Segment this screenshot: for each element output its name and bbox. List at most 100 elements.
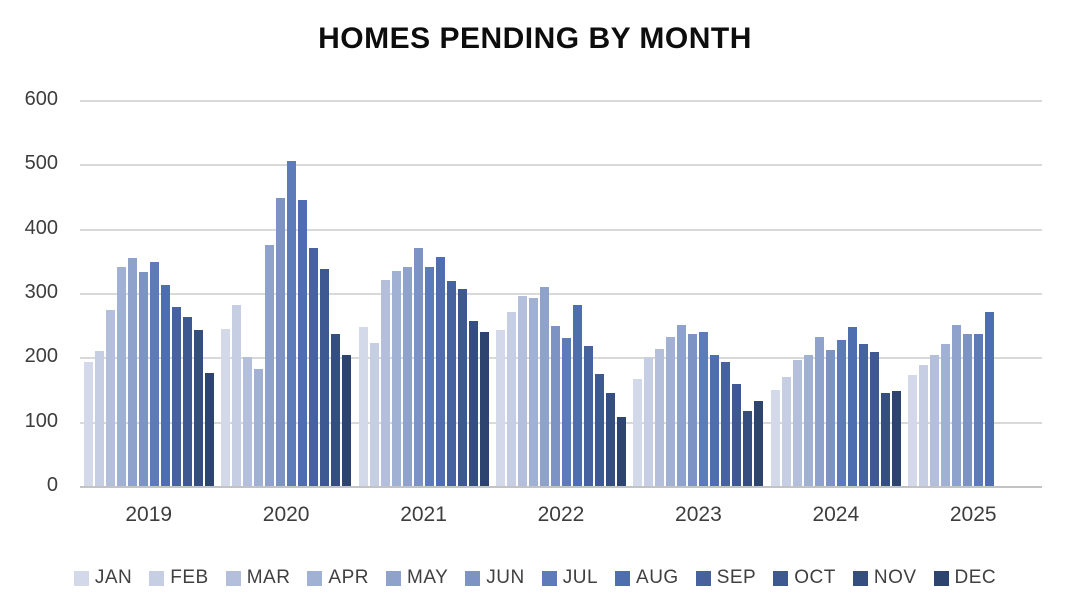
legend-item-aug: AUG xyxy=(615,567,679,589)
bars-2022 xyxy=(495,100,626,486)
legend-label-sep: SEP xyxy=(716,567,757,588)
year-group-2023 xyxy=(630,101,767,487)
bar-2019-dec xyxy=(204,372,214,486)
bar-2023-may xyxy=(677,325,687,486)
legend-swatch-mar xyxy=(225,570,241,586)
bar-2023-jan xyxy=(633,378,643,486)
legend-swatch-apr xyxy=(307,570,323,586)
bar-2021-sep xyxy=(446,280,456,486)
bar-2022-jan xyxy=(495,329,505,486)
bar-2025-feb xyxy=(919,365,929,486)
bar-2022-may xyxy=(539,287,549,486)
legend-swatch-jun xyxy=(465,570,481,586)
bar-2024-jul xyxy=(836,339,846,486)
bar-2024-feb xyxy=(781,377,791,486)
x-tick-label-2019: 2019 xyxy=(125,503,173,526)
bar-2023-oct xyxy=(732,383,742,486)
bar-2021-jan xyxy=(358,327,368,486)
legend-item-jul: JUL xyxy=(541,567,599,589)
x-tick-label-2025: 2025 xyxy=(949,503,997,526)
bar-2024-mar xyxy=(792,359,802,486)
bar-2023-jul xyxy=(699,332,709,486)
bar-2020-jul xyxy=(287,161,297,486)
legend-item-oct: OCT xyxy=(773,567,836,589)
bar-2022-mar xyxy=(517,295,527,486)
year-group-2021 xyxy=(355,101,492,487)
legend-swatch-nov xyxy=(852,570,868,586)
bar-2021-nov xyxy=(468,320,478,486)
bar-2020-jan xyxy=(221,329,231,486)
bar-2023-nov xyxy=(743,411,753,486)
bar-2022-oct xyxy=(594,374,604,486)
y-tick-label-400: 400 xyxy=(24,216,58,239)
bar-2023-dec xyxy=(754,401,764,486)
bar-2022-apr xyxy=(528,297,538,486)
bar-2021-feb xyxy=(369,342,379,486)
bar-2021-oct xyxy=(457,288,467,486)
bar-2025-may xyxy=(952,324,962,486)
gridline-100 xyxy=(80,421,1042,424)
bar-2024-nov xyxy=(880,392,890,486)
bar-2021-may xyxy=(402,266,412,486)
bar-2022-sep xyxy=(583,346,593,486)
y-tick-label-500: 500 xyxy=(24,152,58,175)
bar-2020-jun xyxy=(276,198,286,486)
legend-label-aug: AUG xyxy=(636,567,679,588)
y-tick-label-200: 200 xyxy=(24,345,58,368)
plot-area xyxy=(80,100,1042,488)
bar-2025-apr xyxy=(941,343,951,486)
legend-item-jun: JUN xyxy=(465,567,524,589)
legend: JAN FEB MAR APR MAY JUN JUL AUG SEP OCT NOV DEC xyxy=(0,563,1070,593)
bar-2019-jun xyxy=(138,272,148,486)
bar-2023-sep xyxy=(721,362,731,486)
bar-2021-aug xyxy=(435,256,445,486)
x-axis-labels: 2019 2020 2021 2022 2023 2024 2025 xyxy=(80,503,1042,527)
bar-2023-apr xyxy=(666,337,676,486)
legend-item-mar: MAR xyxy=(225,567,291,589)
year-group-2022 xyxy=(492,101,629,487)
bar-2020-may xyxy=(265,245,275,486)
bar-2025-mar xyxy=(930,355,940,486)
legend-label-dec: DEC xyxy=(954,567,997,588)
bar-2019-jan xyxy=(83,361,93,486)
bar-2024-jun xyxy=(825,350,835,486)
bar-2025-jan xyxy=(908,375,918,486)
x-tick-label-2021: 2021 xyxy=(400,503,447,526)
bar-2024-oct xyxy=(869,352,879,486)
bar-2019-nov xyxy=(193,329,203,486)
year-group-2019 xyxy=(80,101,217,487)
bar-2020-mar xyxy=(243,357,253,486)
legend-label-nov: NOV xyxy=(873,567,917,588)
bar-2020-sep xyxy=(309,247,319,486)
bar-2022-dec xyxy=(616,417,626,486)
bar-2020-apr xyxy=(254,368,264,486)
legend-label-jan: JAN xyxy=(94,567,133,588)
bar-2024-dec xyxy=(891,391,901,486)
bar-2024-sep xyxy=(858,343,868,486)
bar-2020-aug xyxy=(298,200,308,486)
bar-2019-aug xyxy=(160,284,170,486)
legend-swatch-jan xyxy=(73,570,89,586)
legend-label-apr: APR xyxy=(328,567,369,588)
bar-2023-feb xyxy=(644,356,654,486)
legend-swatch-dec xyxy=(933,570,949,586)
bar-2019-feb xyxy=(94,350,104,486)
gridline-600 xyxy=(80,100,1042,102)
bar-2020-feb xyxy=(232,304,242,486)
gridline-200 xyxy=(80,357,1042,360)
y-tick-label-600: 600 xyxy=(24,88,58,110)
bar-groups xyxy=(80,101,1042,487)
bar-2019-apr xyxy=(116,267,126,486)
bar-2019-oct xyxy=(182,317,192,486)
legend-label-mar: MAR xyxy=(246,567,291,588)
bar-2022-jun xyxy=(550,325,560,486)
gridline-400 xyxy=(80,228,1042,231)
legend-item-dec: DEC xyxy=(933,567,997,589)
legend-item-may: MAY xyxy=(386,567,448,589)
year-group-2020 xyxy=(217,101,354,487)
bar-2019-sep xyxy=(171,307,181,486)
gridline-0 xyxy=(80,486,1042,488)
legend-label-jul: JUL xyxy=(562,567,599,588)
legend-item-nov: NOV xyxy=(852,567,917,589)
